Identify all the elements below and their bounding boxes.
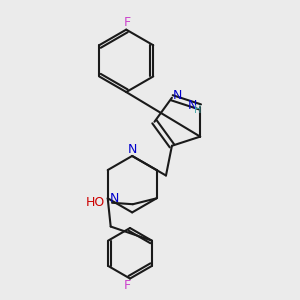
Text: H: H [194, 106, 202, 116]
Text: N: N [188, 99, 197, 112]
Text: F: F [124, 16, 131, 29]
Text: N: N [172, 89, 182, 102]
Text: N: N [110, 192, 119, 205]
Text: F: F [124, 279, 131, 292]
Text: HO: HO [85, 196, 105, 209]
Text: N: N [128, 143, 137, 156]
